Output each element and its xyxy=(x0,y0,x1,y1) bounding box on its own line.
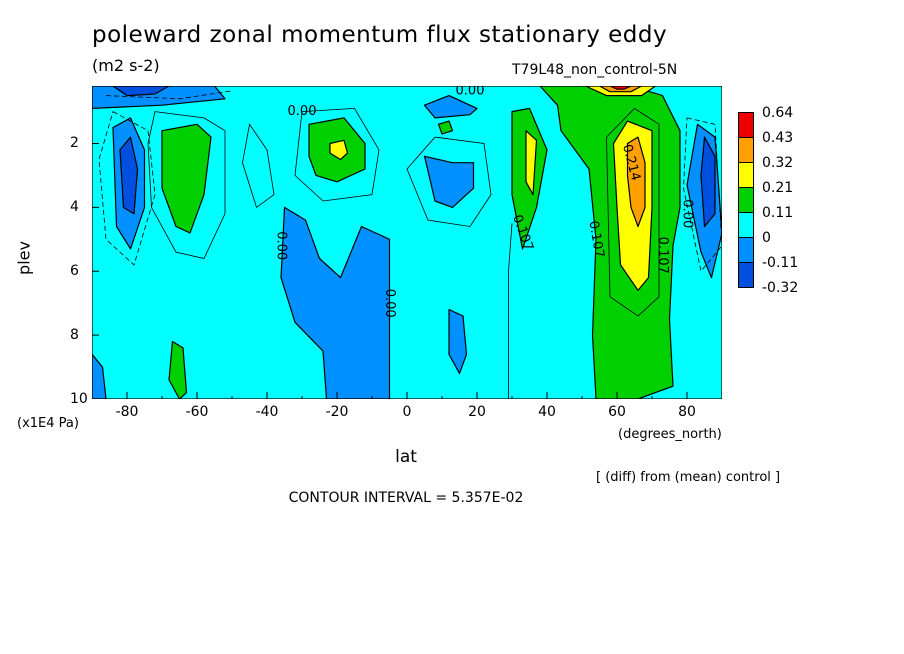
yellow-sh-jet xyxy=(329,139,349,161)
neg-region-equator xyxy=(423,155,475,208)
neg-region-sh-low xyxy=(448,309,468,374)
x-tick-label: -40 xyxy=(255,404,279,420)
pos-region-sh-mid xyxy=(161,123,212,234)
contour-line-1 xyxy=(147,111,226,259)
contour-line-4 xyxy=(606,107,660,317)
colorbar-swatch xyxy=(738,187,754,213)
x-axis-label: lat xyxy=(395,447,417,467)
red-top xyxy=(609,86,632,90)
pos-region-equator-small xyxy=(437,120,454,135)
colorbar-swatch xyxy=(738,162,754,188)
pos-region-sh-low xyxy=(168,340,188,399)
contour-line-6 xyxy=(98,111,156,266)
contour-line-5 xyxy=(508,223,513,399)
contour-line-9 xyxy=(105,90,233,100)
colorbar-swatch xyxy=(738,237,754,263)
neg-region-top-mid xyxy=(423,95,478,119)
chart-title: poleward zonal momentum flux stationary … xyxy=(92,22,668,48)
contour-label: 0.00 xyxy=(274,231,289,260)
colorbar-label: -0.11 xyxy=(762,255,799,271)
contour-label: 0.00 xyxy=(680,199,695,228)
neg-region-bottom-left xyxy=(92,353,107,399)
yellow-nh-sub xyxy=(525,130,538,196)
orange-nh-jet xyxy=(626,136,646,228)
y-axis-label: plev xyxy=(14,241,34,275)
colorbar-swatch xyxy=(738,137,754,163)
colorbar-swatch xyxy=(738,112,754,138)
colorbar-label: 0.32 xyxy=(762,155,794,171)
colorbar-label: 0.11 xyxy=(762,205,794,221)
y-tick-label: 8 xyxy=(70,327,79,344)
contour-label: 0.107 xyxy=(655,237,670,274)
y-tick-label: 4 xyxy=(70,199,79,216)
x-tick-label: 0 xyxy=(402,404,412,420)
contour-line-8 xyxy=(242,123,275,209)
contour-line-3 xyxy=(406,136,492,227)
contour-label: 0.107 xyxy=(585,220,606,259)
strong-neg-north xyxy=(700,136,716,228)
run-label: T79L48_non_control-5N xyxy=(512,62,678,78)
diff-note: [ (diff) from (mean) control ] xyxy=(596,470,781,485)
colorbar-label: 0.43 xyxy=(762,130,794,146)
colorbar-label: 0 xyxy=(762,230,771,246)
y-tick-label: 10 xyxy=(70,391,88,407)
x-tick-label: -80 xyxy=(115,404,139,420)
x-tick-label: 80 xyxy=(678,404,696,420)
strong-neg-south xyxy=(119,136,139,215)
x-tick-label: 40 xyxy=(538,404,556,420)
colorbar-swatch xyxy=(738,212,754,238)
neg-region-mid-south xyxy=(280,206,391,399)
colorbar-label: 0.64 xyxy=(762,105,794,121)
colorbar-label: 0.21 xyxy=(762,180,794,196)
x-tick-label: -60 xyxy=(185,404,209,420)
contour-label: 0.00 xyxy=(456,86,485,98)
contour-interval: CONTOUR INTERVAL = 5.357E-02 xyxy=(288,490,524,506)
contour-label: 0.00 xyxy=(382,289,397,318)
chart-units: (m2 s-2) xyxy=(92,56,160,75)
colorbar-label: -0.32 xyxy=(762,280,799,296)
contour-line-2 xyxy=(294,107,380,202)
colorbar xyxy=(738,112,754,288)
strong-neg-top xyxy=(112,86,170,97)
colorbar-swatch xyxy=(738,262,754,288)
contour-label: 0.00 xyxy=(288,104,317,119)
y-axis-units: (x1E4 Pa) xyxy=(17,416,79,431)
plot-area: 0.00 0.00 0.00 0.00 0.00 0.107 0.107 0.107 0.214 xyxy=(92,86,722,399)
y-tick-label: 6 xyxy=(70,263,79,280)
x-tick-label: -20 xyxy=(325,404,349,420)
x-tick-label: 60 xyxy=(608,404,626,420)
x-axis-units: (degrees_north) xyxy=(618,427,722,442)
x-tick-label: 20 xyxy=(468,404,486,420)
y-tick-label: 2 xyxy=(70,135,79,152)
